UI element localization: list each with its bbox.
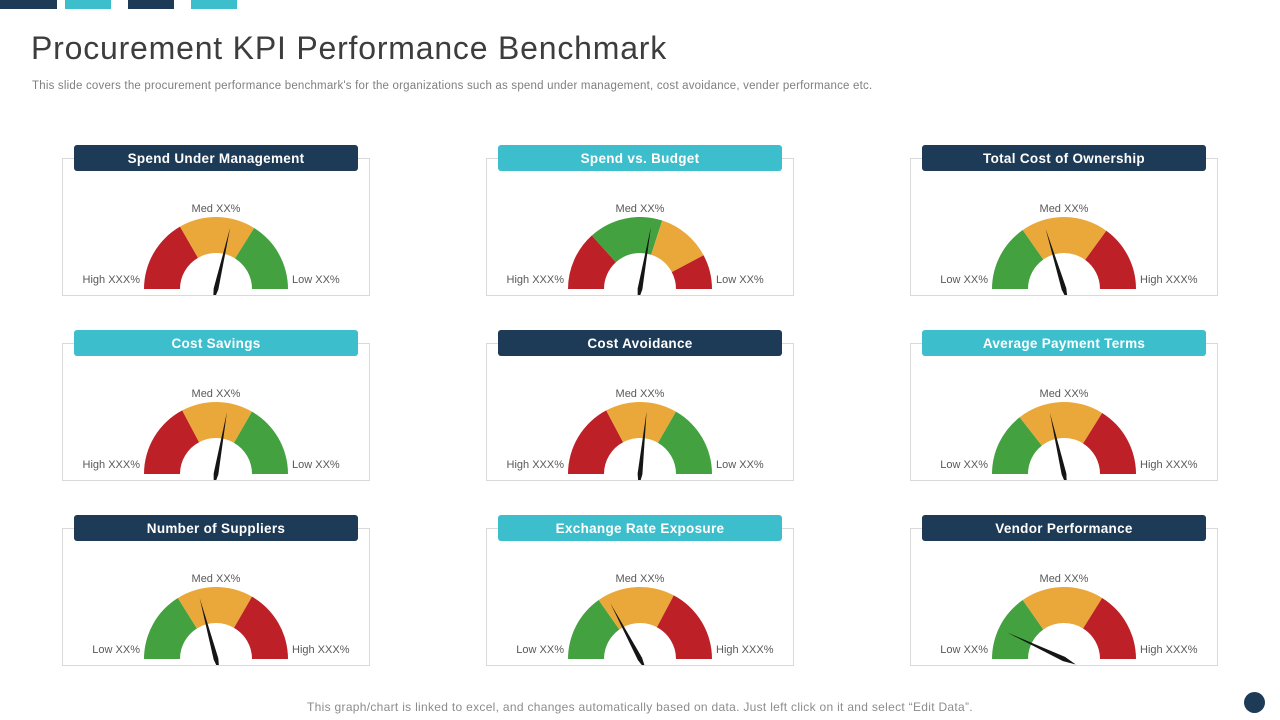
logo-bar [191,0,237,9]
gauge-left-label: High XXX% [82,274,140,286]
gauge-card[interactable]: Cost Avoidance Med XX% High XXX% Low XX% [486,330,794,481]
footer-note: This graph/chart is linked to excel, and… [307,700,973,714]
gauge-right-label: High XXX% [1140,274,1198,286]
gauge-chart[interactable]: Med XX% Low XX% High XXX% [486,528,794,666]
gauge-title: Number of Suppliers [146,520,286,536]
gauge-left-label: Low XX% [92,644,140,656]
gauge-card[interactable]: Number of Suppliers Med XX% Low XX% High… [62,515,370,666]
gauge-header: Exchange Rate Exposure [498,515,782,541]
gauge-left-label: Low XX% [940,459,988,471]
gauge-chart[interactable]: Med XX% High XXX% Low XX% [62,158,370,296]
gauge-title: Exchange Rate Exposure [555,520,725,536]
gauge-dial-icon [992,217,1136,295]
gauge-chart[interactable]: Med XX% Low XX% High XXX% [62,528,370,666]
gauge-card[interactable]: Spend vs. Budget Med XX% High XXX% Low X… [486,145,794,296]
gauge-top-label: Med XX% [1039,388,1089,400]
gauge-card[interactable]: Total Cost of Ownership Med XX% Low XX% … [910,145,1218,296]
gauge-top-label: Med XX% [615,203,665,215]
gauge-dial-icon [144,587,288,665]
gauge-top-label: Med XX% [191,573,241,585]
gauge-right-label: Low XX% [292,274,340,286]
gauge-right-label: High XXX% [1140,644,1198,656]
gauge-chart[interactable]: Med XX% High XXX% Low XX% [62,343,370,481]
logo-bars [0,0,254,9]
gauge-header: Vendor Performance [922,515,1206,541]
gauge-top-label: Med XX% [191,203,241,215]
logo-bar [128,0,174,9]
gauge-dial-icon [144,217,288,295]
gauge-top-label: Med XX% [1039,573,1089,585]
gauge-grid: Spend Under Management Med XX% High XXX%… [62,145,1218,666]
gauge-right-label: High XXX% [1140,459,1198,471]
gauge-header: Average Payment Terms [922,330,1206,356]
gauge-dial-icon [992,587,1136,665]
gauge-header: Cost Avoidance [498,330,782,356]
gauge-card[interactable]: Spend Under Management Med XX% High XXX%… [62,145,370,296]
gauge-chart[interactable]: Med XX% High XXX% Low XX% [486,343,794,481]
gauge-title: Total Cost of Ownership [983,150,1145,166]
gauge-right-label: High XXX% [716,644,774,656]
gauge-header: Cost Savings [74,330,358,356]
gauge-dial-icon [568,587,712,665]
gauge-chart[interactable]: Med XX% Low XX% High XXX% [910,343,1218,481]
gauge-chart[interactable]: Med XX% High XXX% Low XX% [486,158,794,296]
gauge-top-label: Med XX% [1039,203,1089,215]
gauge-card[interactable]: Average Payment Terms Med XX% Low XX% Hi… [910,330,1218,481]
gauge-left-label: Low XX% [516,644,564,656]
gauge-right-label: Low XX% [292,459,340,471]
gauge-card[interactable]: Exchange Rate Exposure Med XX% Low XX% H… [486,515,794,666]
gauge-left-label: Low XX% [940,644,988,656]
logo-bar [0,0,57,9]
gauge-title: Cost Savings [171,335,261,351]
gauge-chart[interactable]: Med XX% Low XX% High XXX% [910,158,1218,296]
gauge-title: Spend Under Management [127,150,305,166]
gauge-header: Spend vs. Budget [498,145,782,171]
gauge-right-label: Low XX% [716,274,764,286]
gauge-chart[interactable]: Med XX% Low XX% High XXX% [910,528,1218,666]
page-title: Procurement KPI Performance Benchmark [31,30,668,66]
gauge-header: Spend Under Management [74,145,358,171]
gauge-title: Average Payment Terms [982,335,1146,351]
gauge-right-label: High XXX% [292,644,350,656]
gauge-header: Number of Suppliers [74,515,358,541]
page-subtitle: This slide covers the procurement perfor… [32,80,873,92]
gauge-title: Cost Avoidance [587,335,693,351]
gauge-dial-icon [568,402,712,480]
gauge-title: Spend vs. Budget [580,150,700,166]
gauge-dial-icon [144,402,288,480]
gauge-right-label: Low XX% [716,459,764,471]
gauge-dial-icon [568,217,712,295]
gauge-left-label: High XXX% [506,274,564,286]
gauge-top-label: Med XX% [191,388,241,400]
gauge-card[interactable]: Cost Savings Med XX% High XXX% Low XX% [62,330,370,481]
logo-bar [65,0,111,9]
gauge-title: Vendor Performance [995,520,1133,536]
gauge-header: Total Cost of Ownership [922,145,1206,171]
gauge-top-label: Med XX% [615,573,665,585]
gauge-card[interactable]: Vendor Performance Med XX% Low XX% High … [910,515,1218,666]
gauge-left-label: High XXX% [506,459,564,471]
gauge-left-label: Low XX% [940,274,988,286]
gauge-dial-icon [992,402,1136,480]
gauge-top-label: Med XX% [615,388,665,400]
corner-dot [1244,692,1265,713]
gauge-left-label: High XXX% [82,459,140,471]
